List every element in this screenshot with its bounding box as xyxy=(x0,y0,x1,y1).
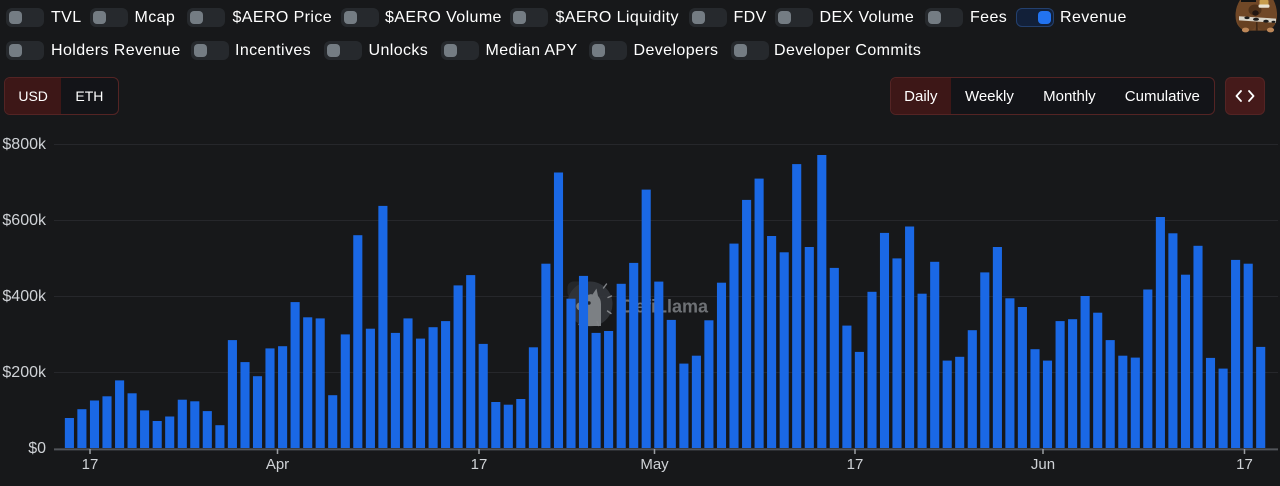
svg-text:$400k: $400k xyxy=(2,288,47,305)
svg-text:17: 17 xyxy=(82,456,99,473)
svg-text:$0: $0 xyxy=(28,440,46,457)
svg-text:Jun: Jun xyxy=(1031,456,1055,473)
svg-text:$200k: $200k xyxy=(2,364,47,381)
svg-text:Apr: Apr xyxy=(266,456,289,473)
svg-text:17: 17 xyxy=(471,456,488,473)
svg-text:17: 17 xyxy=(1236,456,1253,473)
svg-text:$800k: $800k xyxy=(2,136,47,153)
svg-text:17: 17 xyxy=(847,456,864,473)
svg-text:May: May xyxy=(640,456,669,473)
svg-text:$600k: $600k xyxy=(2,212,47,229)
